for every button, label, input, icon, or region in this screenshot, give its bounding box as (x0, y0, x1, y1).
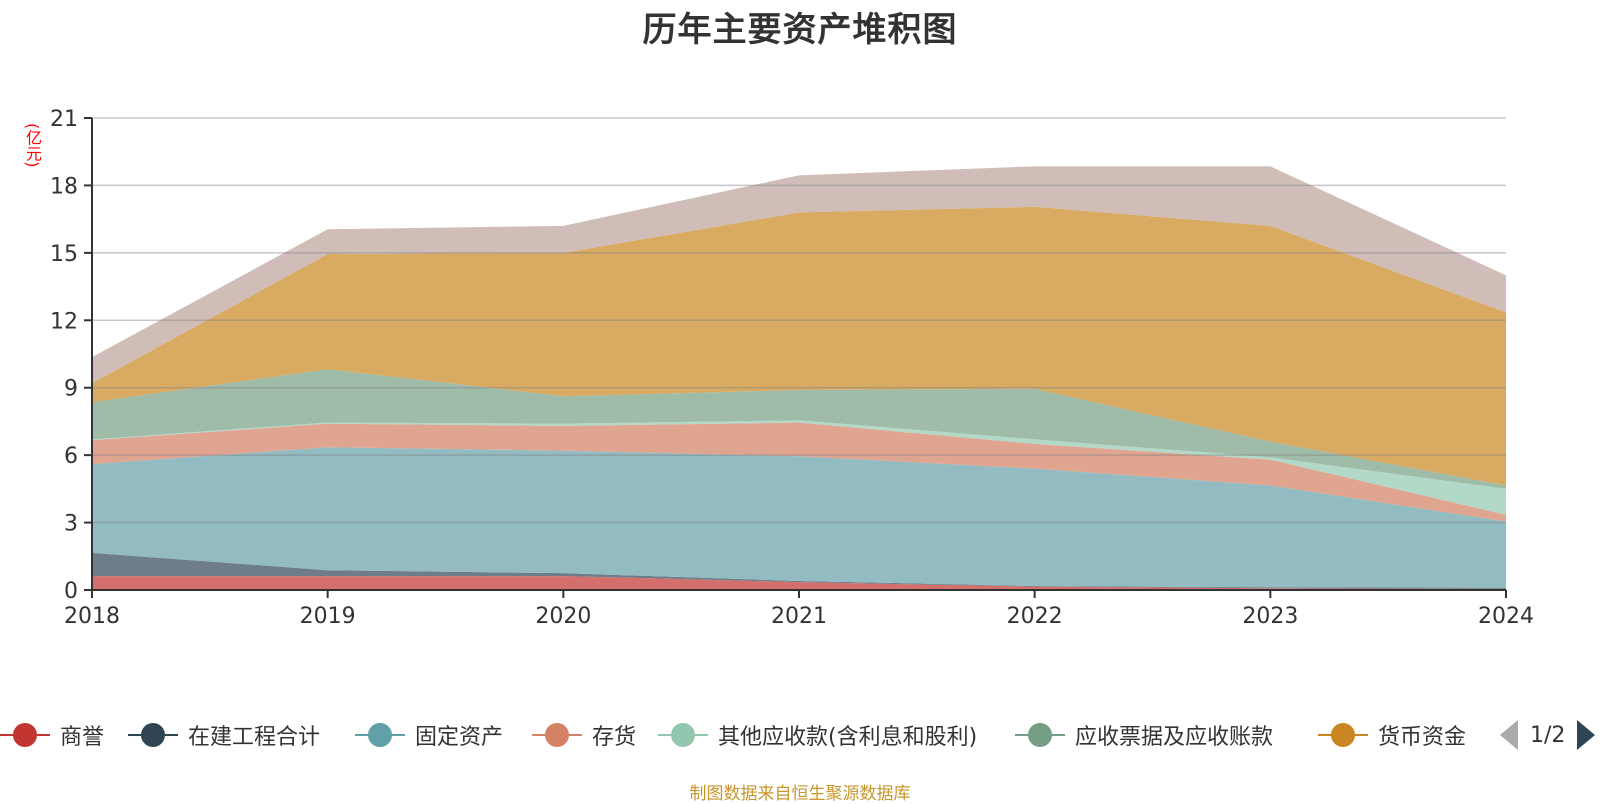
area-series-5 (92, 369, 1506, 489)
legend-marker-icon (0, 723, 50, 747)
legend-item-construction-in-progress[interactable]: 在建工程合计 (128, 718, 320, 752)
area-series-6 (92, 206, 1506, 486)
area-series-2 (92, 447, 1506, 588)
legend-item-fixed-assets[interactable]: 固定资产 (355, 718, 503, 752)
legend-marker-icon (128, 723, 178, 747)
x-axis-ticks: 2018 2019 2020 2021 2022 2023 2024 (64, 590, 1534, 629)
legend-item-other-receivables[interactable]: 其他应收款(含利息和股利) (658, 718, 977, 752)
area-series-7 (92, 166, 1506, 384)
y-axis-ticks: 0 3 6 9 12 15 18 21 (50, 107, 92, 604)
legend-item-inventory[interactable]: 存货 (532, 718, 636, 752)
y-axis-unit-label: (亿元) (23, 122, 42, 168)
legend-page-indicator: 1/2 (1530, 722, 1566, 748)
area-series-0 (92, 576, 1506, 590)
area-series-1 (92, 552, 1506, 589)
y-tick-label: 21 (50, 107, 78, 132)
y-tick-label: 3 (64, 512, 78, 537)
y-tick-label: 0 (64, 579, 78, 604)
legend-marker-icon (1015, 723, 1065, 747)
legend-label: 存货 (592, 725, 637, 750)
data-source-note: 制图数据来自恒生聚源数据库 (689, 784, 911, 804)
grid-lines (92, 117, 1506, 524)
x-tick-label: 2021 (771, 604, 827, 629)
legend-marker-icon (355, 723, 405, 747)
area-series-4 (92, 420, 1506, 515)
legend-label: 固定资产 (415, 725, 504, 750)
legend-label: 在建工程合计 (188, 725, 321, 750)
legend-marker-icon (658, 723, 708, 747)
x-tick-label: 2018 (64, 604, 120, 629)
legend-pager: 1/2 (1500, 718, 1596, 752)
legend-label: 货币资金 (1378, 725, 1467, 750)
x-tick-label: 2024 (1478, 604, 1534, 629)
y-tick-label: 15 (50, 242, 78, 267)
legend-prev-page-icon[interactable] (1500, 720, 1518, 750)
chart-title: 历年主要资产堆积图 (642, 10, 958, 50)
legend-marker-icon (1318, 723, 1368, 747)
x-tick-label: 2022 (1007, 604, 1063, 629)
legend-next-page-icon[interactable] (1577, 720, 1596, 750)
y-tick-label: 18 (50, 174, 78, 199)
y-tick-label: 12 (50, 309, 78, 334)
legend-marker-icon (532, 723, 582, 747)
legend: 商誉 在建工程合计 固定资产 存货 其他应收款(含利息和股利) 应收票据及应收账… (0, 718, 1600, 752)
y-tick-label: 9 (64, 377, 78, 402)
legend-item-monetary-funds[interactable]: 货币资金 (1318, 718, 1466, 752)
legend-item-notes-and-accounts-receivable[interactable]: 应收票据及应收账款 (1015, 718, 1273, 752)
area-layers (92, 166, 1506, 590)
x-tick-label: 2020 (535, 604, 591, 629)
legend-item-goodwill[interactable]: 商誉 (0, 718, 104, 752)
x-tick-label: 2019 (300, 604, 356, 629)
area-series-3 (92, 422, 1506, 522)
y-tick-label: 6 (64, 444, 78, 469)
legend-label: 应收票据及应收账款 (1075, 725, 1274, 750)
legend-label: 其他应收款(含利息和股利) (718, 725, 978, 750)
legend-label: 商誉 (60, 725, 105, 750)
x-tick-label: 2023 (1242, 604, 1298, 629)
